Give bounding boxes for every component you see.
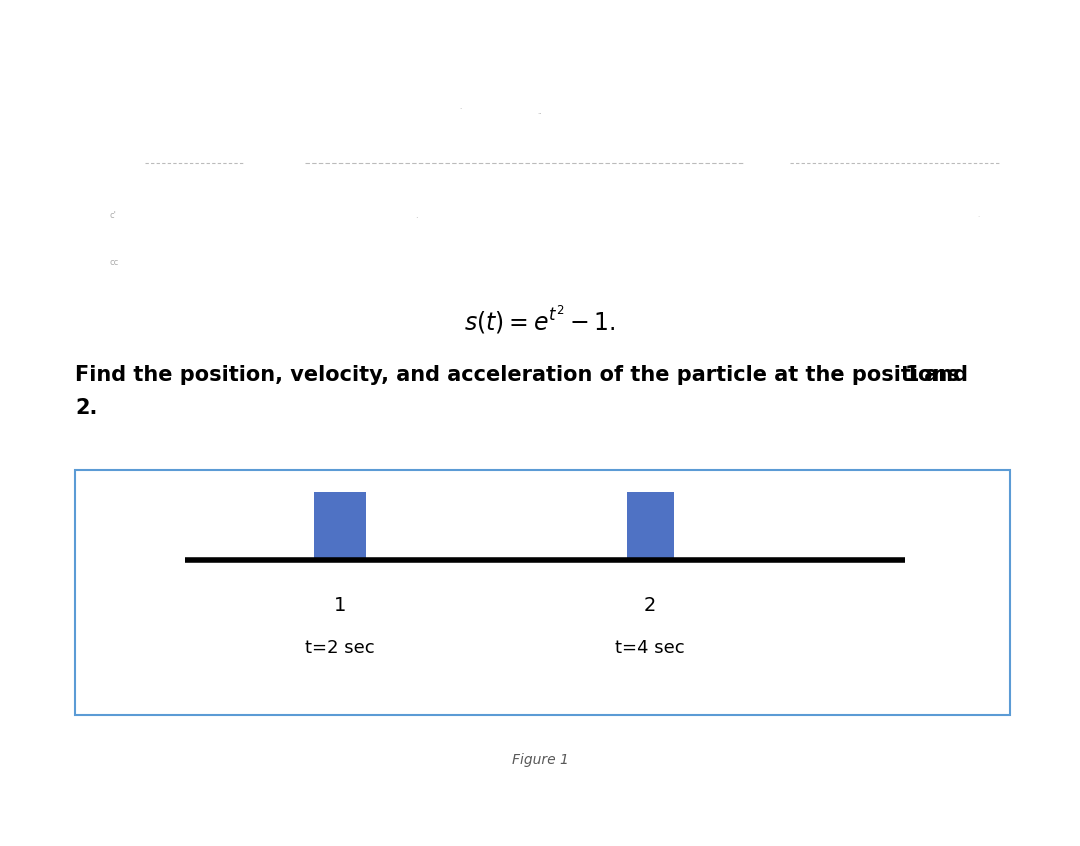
- Text: cc: cc: [110, 257, 119, 266]
- Bar: [314, 492, 366, 560]
- Text: .: .: [977, 212, 980, 218]
- Text: 2: 2: [644, 596, 657, 614]
- Text: 2.: 2.: [75, 398, 97, 418]
- Text: .: .: [459, 104, 461, 110]
- Text: Figure 1: Figure 1: [512, 753, 568, 767]
- FancyBboxPatch shape: [75, 470, 1010, 715]
- Text: $s(t) = e^{t^2} - 1.$: $s(t) = e^{t^2} - 1.$: [464, 304, 616, 337]
- Text: c': c': [110, 211, 117, 219]
- Text: 1: 1: [905, 365, 919, 385]
- Text: t=4 sec: t=4 sec: [616, 639, 685, 657]
- Bar: [627, 492, 674, 560]
- Text: t=2 sec: t=2 sec: [306, 639, 375, 657]
- Text: and: and: [917, 365, 968, 385]
- Text: Find the position, velocity, and acceleration of the particle at the positions: Find the position, velocity, and acceler…: [75, 365, 967, 385]
- Text: 1: 1: [334, 596, 347, 614]
- Text: ..: ..: [538, 109, 542, 115]
- Text: .: .: [415, 211, 418, 219]
